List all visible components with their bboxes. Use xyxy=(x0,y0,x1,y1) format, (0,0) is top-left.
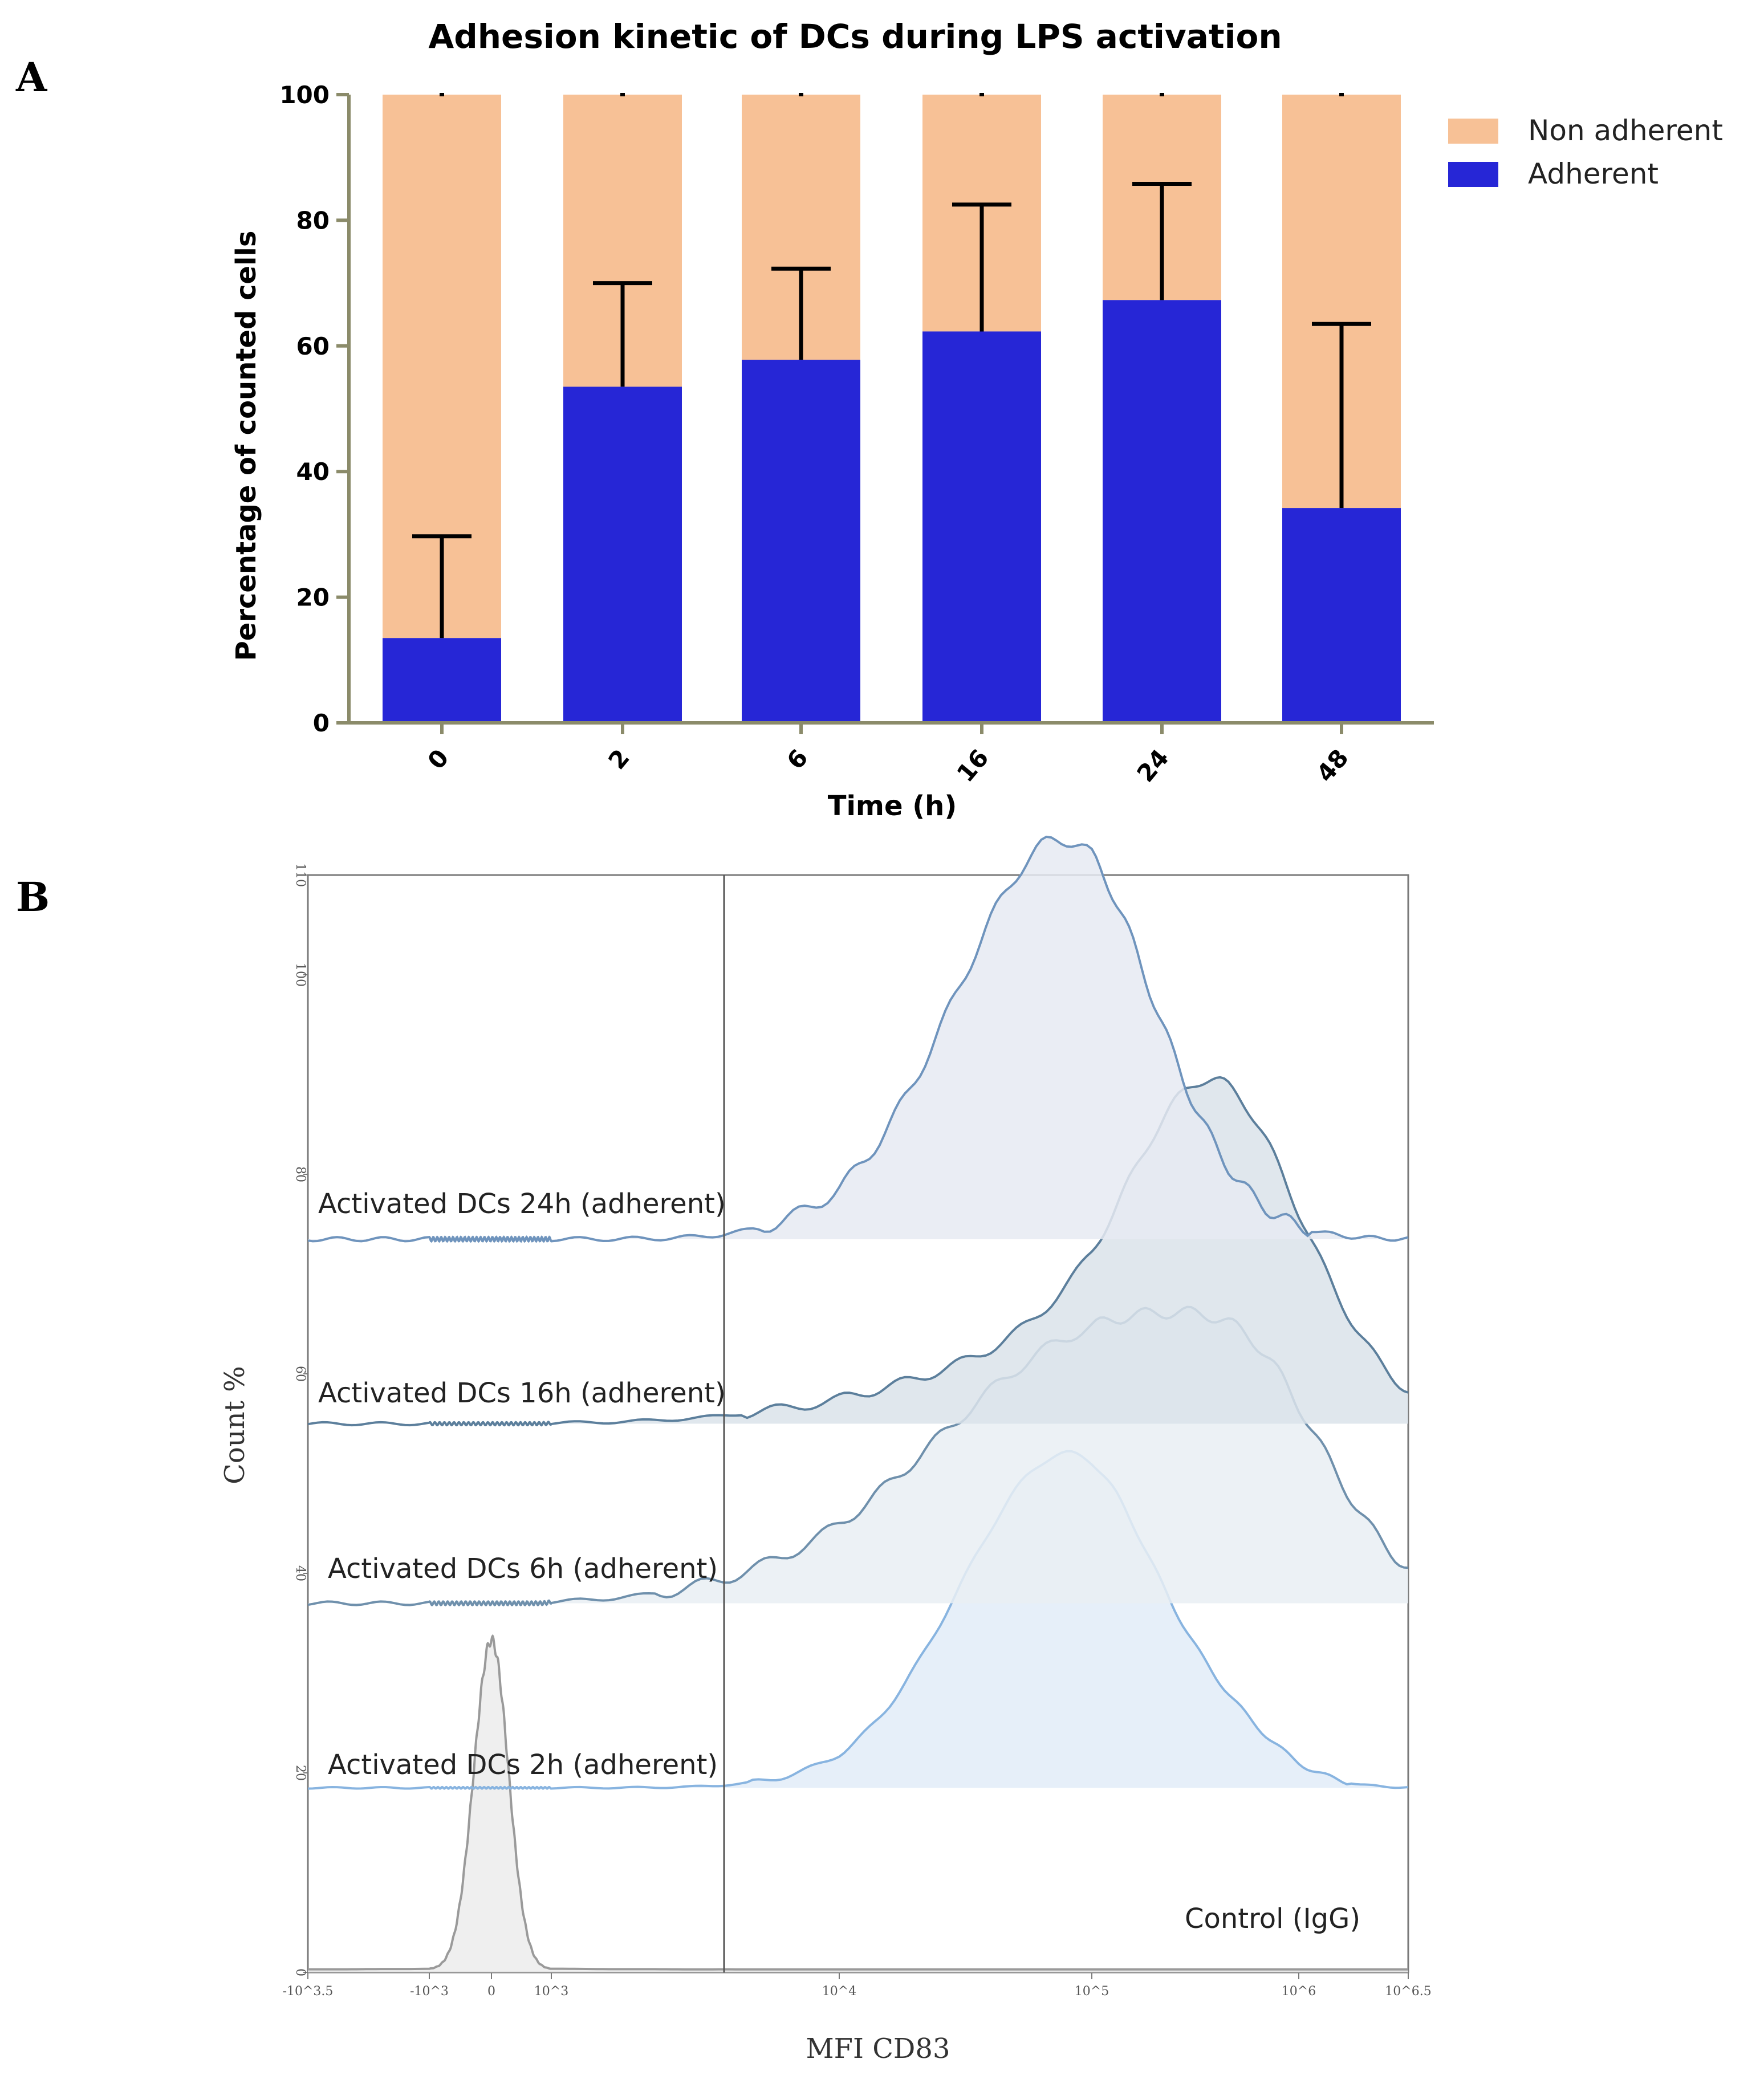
y-ticks-a: 0 20 40 60 80 100 xyxy=(279,81,349,737)
x-tick-label-0: 0 xyxy=(422,744,454,775)
label-24h: Activated DCs 24h (adherent) xyxy=(318,1188,726,1220)
y-tick-label-b-0: 0 xyxy=(293,1968,307,1976)
x-tick-label-b-3: 10^3 xyxy=(534,1984,568,1999)
y-tick-label-b-40: 40 xyxy=(293,1565,307,1581)
x-axis-label-b: MFI CD83 xyxy=(806,2033,950,2065)
legend-swatch-adherent xyxy=(1448,162,1498,187)
error-bar-group xyxy=(412,93,1371,638)
y-tick-label-20: 20 xyxy=(296,584,330,612)
histogram-group xyxy=(307,835,1409,1972)
hist-16h-line xyxy=(307,1076,1409,1427)
chart-title: Adhesion kinetic of DCs during LPS activ… xyxy=(428,17,1282,56)
x-tick-label-48: 48 xyxy=(1311,744,1354,787)
y-tick-label-60: 60 xyxy=(296,332,330,360)
x-tick-label-2: 2 xyxy=(603,744,635,775)
x-tick-label-b-1: -10^3 xyxy=(410,1984,449,1999)
x-tick-label-b-7: 10^6.5 xyxy=(1385,1984,1431,1999)
y-tick-label-b-80: 80 xyxy=(293,1166,307,1182)
bar-adherent-2 xyxy=(563,386,682,723)
histogram-chart: 0 20 40 60 80 100 110 -10^3.5 -10^3 0 10^3 10^4 10^… xyxy=(219,835,1432,2065)
y-tick-label-0: 0 xyxy=(313,709,330,737)
y-tick-label-b-100: 100 xyxy=(293,963,307,987)
legend-label-non-adherent: Non adherent xyxy=(1528,114,1723,147)
y-tick-label-40: 40 xyxy=(296,458,330,486)
label-2h: Activated DCs 2h (adherent) xyxy=(328,1749,718,1781)
y-tick-label-b-110: 110 xyxy=(293,863,307,887)
axes-a xyxy=(347,95,1434,725)
x-tick-label-24: 24 xyxy=(1132,744,1174,787)
y-axis-label: Percentage of counted cells xyxy=(230,231,262,661)
x-axis-label: Time (h) xyxy=(828,790,957,822)
hist-24h-line xyxy=(307,835,1409,1243)
y-tick-label-100: 100 xyxy=(279,81,330,109)
x-tick-label-b-2: 0 xyxy=(487,1984,495,1999)
bar-series-group xyxy=(383,95,1401,723)
bar-adherent-48 xyxy=(1282,508,1401,723)
x-tick-label-b-6: 10^6 xyxy=(1282,1984,1316,1999)
hist-control-line xyxy=(308,1634,1408,1971)
bar-chart: Adhesion kinetic of DCs during LPS activ… xyxy=(230,17,1723,822)
y-tick-label-b-60: 60 xyxy=(293,1366,307,1382)
bar-adherent-16 xyxy=(922,331,1041,723)
x-tick-label-6: 6 xyxy=(781,744,813,775)
y-ticks-b: 0 20 40 60 80 100 110 xyxy=(293,863,308,1976)
x-tick-label-b-0: -10^3.5 xyxy=(283,1984,334,1999)
y-axis-label-b: Count % xyxy=(219,1366,251,1484)
label-6h: Activated DCs 6h (adherent) xyxy=(328,1553,718,1585)
panel-b-letter: B xyxy=(16,873,50,921)
x-tick-label-16: 16 xyxy=(952,744,994,787)
bar-adherent-24 xyxy=(1103,300,1221,723)
x-tick-label-b-4: 10^4 xyxy=(822,1984,856,1999)
y-tick-label-b-20: 20 xyxy=(293,1765,307,1781)
label-16h: Activated DCs 16h (adherent) xyxy=(318,1377,726,1409)
x-ticks-b: -10^3.5 -10^3 0 10^3 10^4 10^5 10^6 10^6.5 xyxy=(283,1972,1432,1999)
hist-16h-area xyxy=(308,1077,1408,1426)
legend-swatch-non-adherent xyxy=(1448,119,1498,144)
x-ticks-a: 0 2 6 16 24 48 xyxy=(422,723,1354,787)
bar-adherent-0 xyxy=(383,638,501,723)
label-control: Control (IgG) xyxy=(1185,1903,1360,1935)
legend-label-adherent: Adherent xyxy=(1528,157,1659,190)
legend: Non adherent Adherent xyxy=(1448,114,1723,190)
panel-a-letter: A xyxy=(15,54,48,101)
y-tick-label-80: 80 xyxy=(296,206,330,234)
bar-adherent-6 xyxy=(742,360,860,723)
x-tick-label-b-5: 10^5 xyxy=(1075,1984,1109,1999)
